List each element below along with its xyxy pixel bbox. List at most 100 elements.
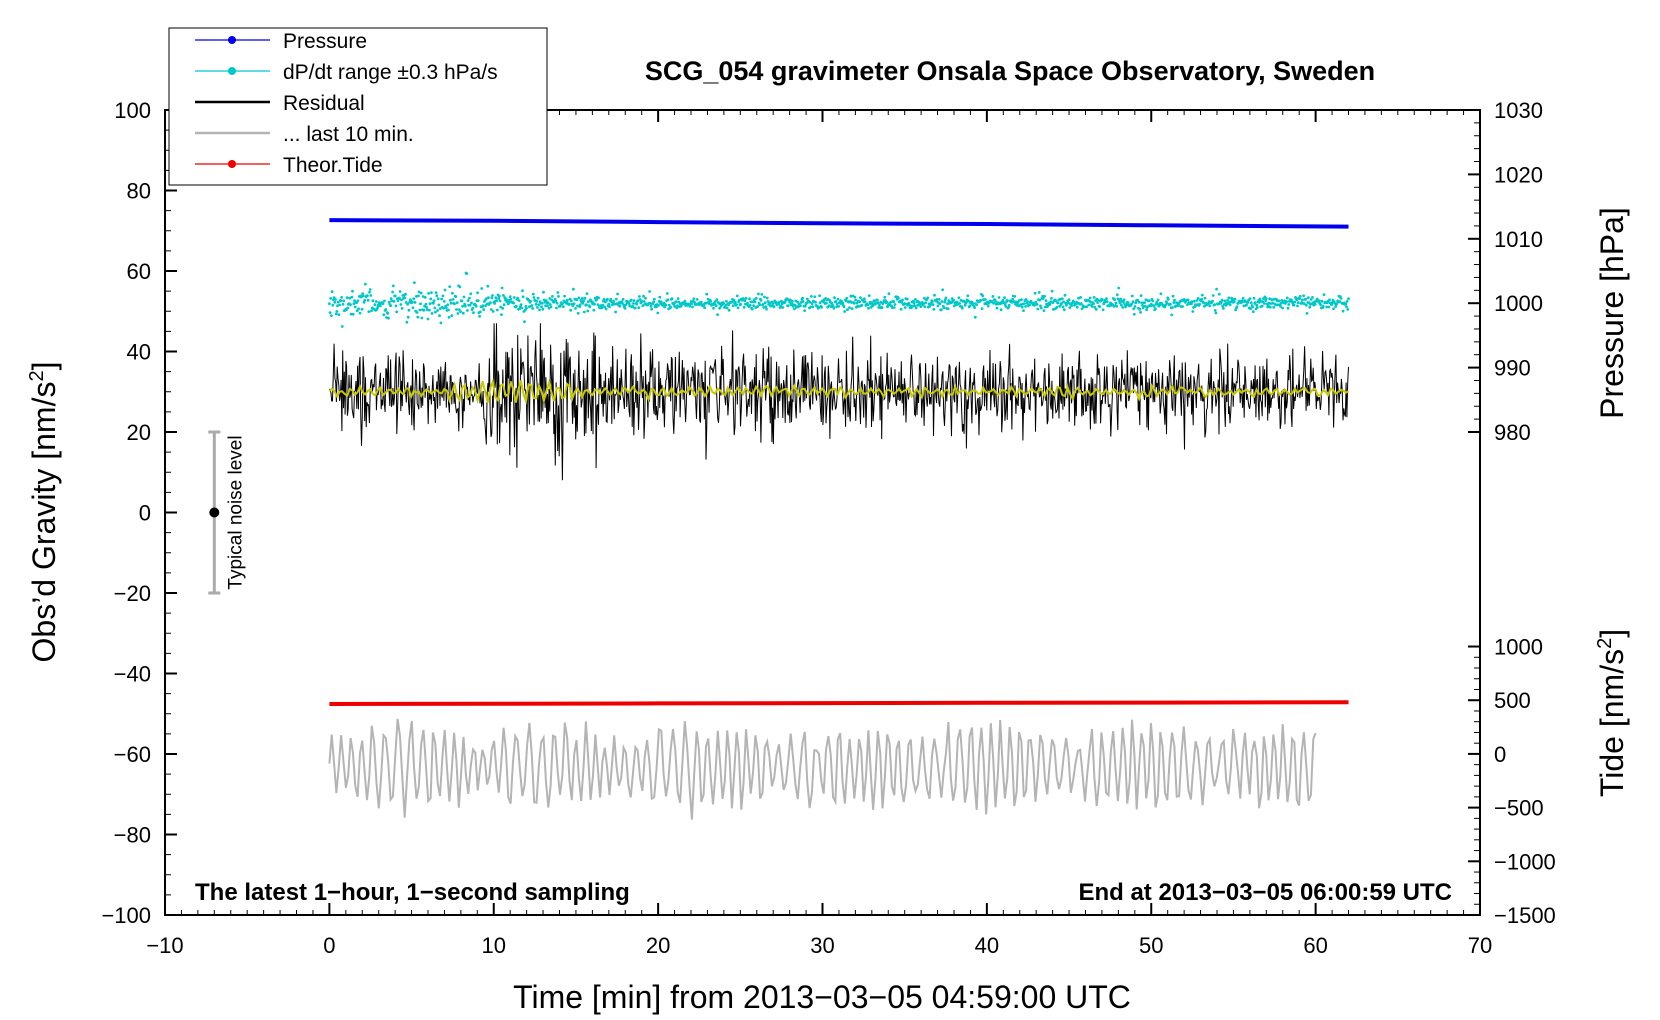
dpdt-point xyxy=(368,288,372,291)
dpdt-point xyxy=(456,312,460,315)
dpdt-point xyxy=(405,320,409,324)
dpdt-point xyxy=(1186,298,1190,302)
dpdt-point xyxy=(448,285,452,288)
dpdt-point xyxy=(1087,303,1091,307)
dpdt-point xyxy=(419,302,422,306)
dpdt-point xyxy=(1105,300,1109,304)
dpdt-point xyxy=(440,297,443,301)
dpdt-point xyxy=(1169,302,1172,306)
dpdt-point xyxy=(582,310,586,314)
dpdt-point xyxy=(1090,305,1094,308)
dpdt-point xyxy=(359,295,363,299)
dpdt-point xyxy=(763,301,767,305)
dpdt-point xyxy=(435,294,439,298)
dpdt-point xyxy=(973,315,977,319)
dpdt-point xyxy=(867,306,870,310)
dpdt-point xyxy=(334,298,337,301)
x-axis-title: Time [min] from 2013−03−05 04:59:00 UTC xyxy=(513,979,1131,1015)
dpdt-point xyxy=(867,294,871,297)
dpdt-point xyxy=(441,294,445,298)
dpdt-point xyxy=(534,302,538,306)
dpdt-point xyxy=(1296,301,1300,305)
dpdt-point xyxy=(967,299,970,303)
dpdt-point xyxy=(750,307,754,311)
dpdt-point xyxy=(350,295,354,299)
dpdt-point xyxy=(1305,312,1309,315)
dpdt-point xyxy=(556,291,560,294)
dpdt-point xyxy=(432,301,435,305)
dpdt-point xyxy=(1003,302,1007,306)
dpdt-point xyxy=(1266,304,1270,307)
dpdt-point xyxy=(743,299,747,303)
dpdt-point xyxy=(924,301,927,305)
dpdt-point xyxy=(607,302,611,306)
dpdt-point xyxy=(633,306,637,310)
dpdt-point xyxy=(675,306,679,310)
dpdt-point xyxy=(1085,305,1089,309)
dpdt-point xyxy=(1277,299,1281,303)
dpdt-point xyxy=(476,299,480,302)
dpdt-point xyxy=(1256,306,1259,309)
dpdt-point xyxy=(866,303,870,307)
dpdt-point xyxy=(471,306,475,310)
tide-series-line xyxy=(329,700,1349,706)
dpdt-point xyxy=(1249,307,1252,311)
dpdt-point xyxy=(427,292,430,295)
dpdt-point xyxy=(1050,289,1054,293)
dpdt-point xyxy=(434,310,437,314)
dpdt-point xyxy=(379,304,382,308)
dpdt-point xyxy=(914,298,917,301)
dpdt-point xyxy=(501,307,505,310)
noise-level-bar xyxy=(208,430,221,595)
dpdt-point xyxy=(1067,301,1070,305)
dpdt-point xyxy=(551,295,554,298)
dpdt-point xyxy=(1079,302,1083,305)
dpdt-point xyxy=(705,292,709,296)
dpdt-point xyxy=(801,300,805,303)
dpdt-point xyxy=(636,299,640,303)
dpdt-point xyxy=(425,306,428,309)
dpdt-point xyxy=(938,302,942,306)
dpdt-point xyxy=(1121,306,1125,309)
dpdt-point xyxy=(1251,305,1254,309)
dpdt-point xyxy=(860,303,864,307)
dpdt-point xyxy=(336,304,339,308)
dpdt-point xyxy=(883,295,887,299)
dpdt-point xyxy=(725,299,728,303)
dpdt-point xyxy=(1156,302,1159,306)
dpdt-point xyxy=(658,295,662,299)
dpdt-point xyxy=(952,304,956,308)
dpdt-point xyxy=(779,304,783,308)
dpdt-point xyxy=(1233,297,1237,301)
dpdt-point xyxy=(449,301,453,305)
dpdt-point xyxy=(1126,301,1130,305)
dpdt-point xyxy=(432,299,436,303)
dpdt-point xyxy=(436,297,440,301)
dpdt-point xyxy=(781,306,785,309)
dpdt-point xyxy=(853,295,857,299)
dpdt-point xyxy=(801,296,804,300)
dpdt-point xyxy=(825,301,828,305)
dpdt-point xyxy=(355,309,359,313)
dpdt-point xyxy=(459,310,462,314)
dpdt-point xyxy=(1068,306,1072,309)
y-tick-label: 80 xyxy=(127,179,151,204)
last-10-min-series-line xyxy=(328,718,1317,820)
dpdt-point xyxy=(935,298,939,301)
dpdt-point xyxy=(1293,300,1297,304)
dpdt-point xyxy=(362,294,365,298)
dpdt-point xyxy=(399,303,403,306)
dpdt-point xyxy=(1190,300,1194,303)
dpdt-point xyxy=(342,299,346,303)
dpdt-point xyxy=(1302,294,1305,298)
dpdt-point xyxy=(1037,291,1041,294)
y-tick-label: −40 xyxy=(114,662,151,687)
dpdt-point xyxy=(966,294,970,298)
dpdt-point xyxy=(1060,297,1064,301)
dpdt-point xyxy=(1208,304,1212,308)
dpdt-point xyxy=(404,292,407,296)
dpdt-point xyxy=(466,299,470,302)
dpdt-point xyxy=(1139,310,1142,314)
dpdt-point xyxy=(1038,298,1042,302)
dpdt-point xyxy=(489,301,492,304)
